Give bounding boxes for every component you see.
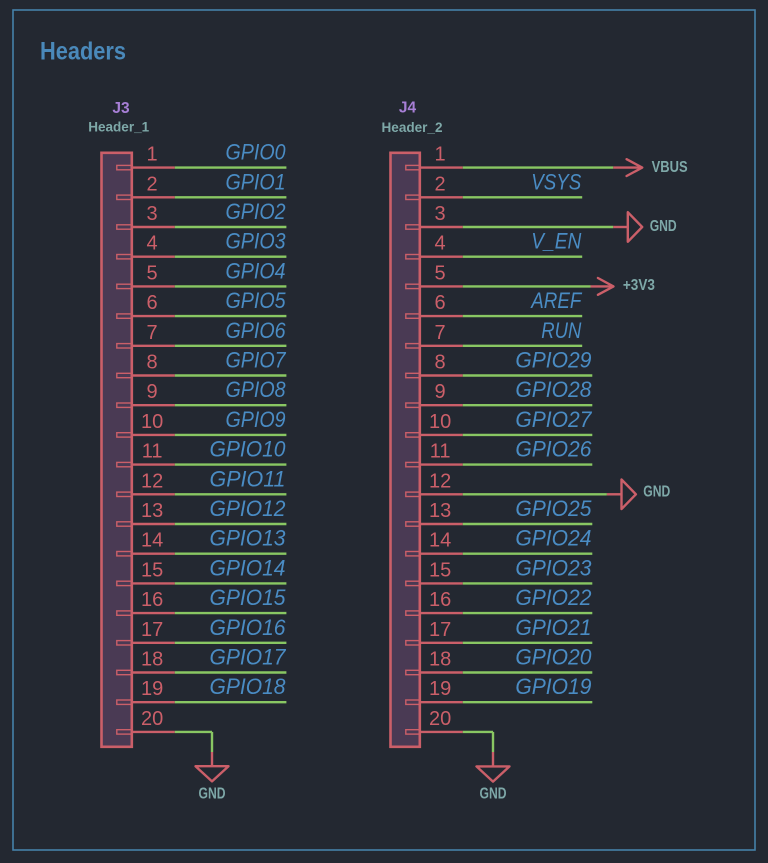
svg-text:GPIO5: GPIO5: [226, 288, 287, 313]
svg-text:1: 1: [147, 144, 158, 166]
svg-text:AREF: AREF: [530, 288, 583, 313]
svg-text:8: 8: [435, 352, 446, 374]
svg-text:Headers: Headers: [40, 38, 126, 66]
svg-text:14: 14: [429, 530, 451, 552]
svg-text:12: 12: [141, 470, 163, 492]
svg-text:VBUS: VBUS: [652, 159, 688, 176]
svg-text:GPIO4: GPIO4: [226, 258, 286, 283]
svg-text:GPIO27: GPIO27: [515, 407, 592, 432]
svg-text:11: 11: [142, 441, 163, 463]
svg-text:J3: J3: [112, 100, 130, 117]
svg-text:16: 16: [429, 589, 451, 611]
svg-text:6: 6: [147, 292, 158, 314]
svg-text:15: 15: [429, 559, 451, 581]
svg-text:GND: GND: [199, 786, 226, 803]
svg-text:5: 5: [435, 262, 446, 284]
svg-text:3: 3: [435, 203, 446, 225]
svg-text:GND: GND: [650, 218, 677, 235]
svg-text:5: 5: [147, 262, 158, 284]
svg-text:RUN: RUN: [541, 318, 581, 343]
svg-text:19: 19: [429, 678, 451, 700]
svg-text:9: 9: [147, 381, 158, 403]
svg-text:GPIO10: GPIO10: [210, 437, 287, 462]
svg-text:GPIO12: GPIO12: [210, 496, 286, 521]
svg-text:7: 7: [147, 322, 158, 344]
svg-text:GPIO0: GPIO0: [226, 140, 287, 165]
svg-text:4: 4: [147, 233, 158, 255]
svg-text:+3V3: +3V3: [623, 277, 655, 294]
svg-text:4: 4: [435, 233, 446, 255]
svg-text:9: 9: [435, 381, 446, 403]
svg-text:12: 12: [429, 470, 451, 492]
svg-text:GPIO3: GPIO3: [226, 229, 287, 254]
svg-text:GPIO21: GPIO21: [515, 615, 591, 640]
svg-text:GPIO25: GPIO25: [515, 496, 592, 521]
svg-text:GPIO29: GPIO29: [515, 348, 591, 373]
svg-text:18: 18: [429, 649, 451, 671]
svg-text:17: 17: [429, 619, 451, 641]
svg-text:GPIO19: GPIO19: [515, 674, 591, 699]
svg-text:3: 3: [147, 203, 158, 225]
svg-text:GPIO8: GPIO8: [226, 377, 287, 402]
svg-text:20: 20: [429, 708, 451, 730]
svg-text:20: 20: [141, 708, 163, 730]
svg-text:GPIO6: GPIO6: [226, 318, 287, 343]
svg-text:GPIO14: GPIO14: [210, 555, 286, 580]
svg-text:14: 14: [141, 530, 163, 552]
svg-text:Header_1: Header_1: [88, 119, 149, 135]
svg-text:6: 6: [435, 292, 446, 314]
svg-text:2: 2: [147, 173, 158, 195]
svg-text:GPIO13: GPIO13: [210, 526, 287, 551]
svg-text:GPIO24: GPIO24: [515, 526, 591, 551]
svg-text:18: 18: [141, 649, 163, 671]
svg-text:GPIO7: GPIO7: [226, 348, 287, 373]
svg-text:16: 16: [141, 589, 163, 611]
svg-text:GPIO23: GPIO23: [515, 555, 592, 580]
svg-text:GPIO17: GPIO17: [210, 645, 287, 670]
svg-text:V_EN: V_EN: [531, 229, 581, 254]
svg-text:GPIO22: GPIO22: [515, 585, 591, 610]
svg-text:1: 1: [435, 144, 446, 166]
svg-text:GND: GND: [480, 786, 507, 803]
svg-text:10: 10: [429, 411, 451, 433]
svg-text:8: 8: [147, 352, 158, 374]
svg-text:17: 17: [141, 619, 163, 641]
svg-text:13: 13: [429, 500, 451, 522]
svg-text:10: 10: [141, 411, 163, 433]
svg-text:GPIO18: GPIO18: [210, 674, 287, 699]
svg-text:15: 15: [141, 559, 163, 581]
svg-text:19: 19: [141, 678, 163, 700]
svg-text:Header_2: Header_2: [382, 119, 443, 135]
svg-text:J4: J4: [399, 100, 417, 117]
svg-text:GPIO11: GPIO11: [210, 466, 286, 491]
svg-text:GPIO2: GPIO2: [226, 199, 286, 224]
svg-text:VSYS: VSYS: [531, 169, 581, 194]
svg-text:GPIO28: GPIO28: [515, 377, 592, 402]
svg-text:GPIO26: GPIO26: [515, 437, 592, 462]
svg-text:GPIO20: GPIO20: [515, 645, 592, 670]
svg-text:GPIO15: GPIO15: [210, 585, 287, 610]
svg-text:11: 11: [430, 441, 451, 463]
svg-text:13: 13: [141, 500, 163, 522]
svg-text:GPIO16: GPIO16: [210, 615, 287, 640]
svg-text:7: 7: [435, 322, 446, 344]
svg-text:2: 2: [435, 173, 446, 195]
svg-text:GPIO9: GPIO9: [226, 407, 286, 432]
svg-text:GND: GND: [643, 484, 670, 501]
svg-text:GPIO1: GPIO1: [226, 169, 286, 194]
